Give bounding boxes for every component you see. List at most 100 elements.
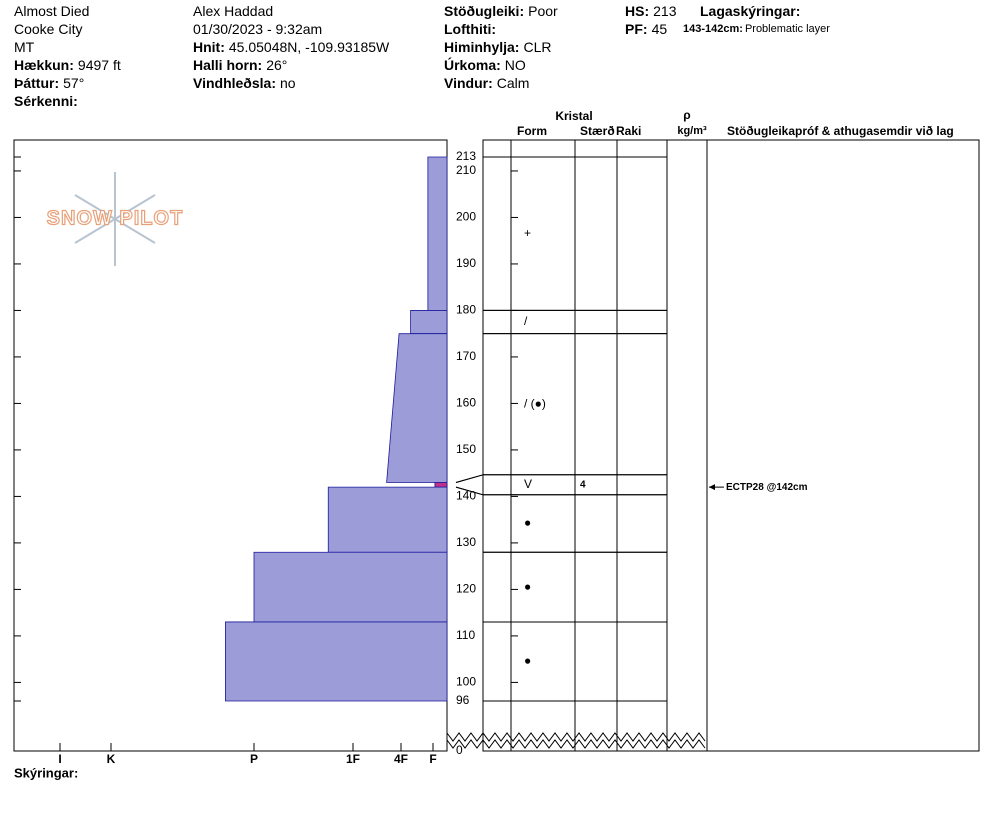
test-label: ECTP28 @142cm [726,482,808,493]
header-field: Úrkoma: NO [444,57,526,73]
x-tick-label: I [58,752,61,766]
connector [455,474,484,483]
col-header: Stöðugleikapróf & athugasemdir við lag [727,124,954,138]
y-tick-label: 200 [456,210,476,224]
header-field: PF: 45 [625,21,667,37]
grain-form: ● [524,579,531,593]
axis-break [446,739,706,749]
field-label: HS: [625,3,650,19]
field-value: NO [504,57,526,73]
header-field: Stöðugleiki: Poor [444,3,558,19]
y-tick-label: 130 [456,535,476,549]
field-value: Cooke City [14,21,83,37]
grain-form: ● [524,654,531,668]
header-field: Almost Died [14,3,89,19]
footer: Skýringar: [14,765,78,780]
field-label: PF: [625,21,648,37]
col-header: Form [517,124,547,138]
grain-size: 4 [580,479,586,490]
field-value: MT [14,39,35,55]
y-tick-label: 160 [456,396,476,410]
y-tick-label: 213 [456,149,476,163]
header-field: Alex Haddad [193,3,273,19]
grain-form: V [524,477,532,491]
logo-flake [74,172,156,266]
col-header: kg/m³ [677,125,707,137]
field-label: Lofthiti: [444,21,497,37]
y-tick-label: 150 [456,442,476,456]
header-field: MT [14,39,34,55]
hardness-bar [427,156,448,311]
y-tick-label: 96 [456,693,470,707]
field-value: Alex Haddad [193,3,274,19]
grain-form: ● [524,516,531,530]
logo: SNOW PILOT [47,207,184,229]
field-value: 213 [653,3,677,19]
x-tick-label: F [429,752,436,766]
x-tick-label: 4F [394,752,408,766]
connector [455,486,484,496]
field-label: Stöðugleiki: [444,3,525,19]
y-tick-label: 110 [456,628,475,642]
header-field: Halli horn: 26° [193,57,287,73]
field-value: Calm [496,75,530,91]
hardness-bar [253,551,448,623]
note-value: Problematic layer [744,23,830,35]
field-value: Almost Died [14,3,90,19]
field-value: no [279,75,296,91]
grain-form: / (●) [524,396,546,410]
y-tick-label: 140 [456,489,476,503]
x-tick-label: P [250,752,258,766]
field-label: Hnit: [193,39,225,55]
col-header: ρ [683,108,690,122]
test-arrowhead [709,484,715,491]
header-field: Himinhylja: CLR [444,39,551,55]
legend-note: 143-142cm: Problematic layer [683,23,830,35]
field-value: 45.05048N, -109.93185W [228,39,390,55]
field-value: CLR [523,39,552,55]
x-tick-label: K [107,752,116,766]
hardness-bar [386,333,448,483]
x-tick-label: 1F [346,752,360,766]
legend-title: Lagaskýringar: [700,3,801,19]
hardness-bar [327,486,448,553]
header-field: Vindur: Calm [444,75,529,91]
axis-break [446,732,706,742]
note-label: 143-142cm: [683,23,743,35]
header-field: Vindhleðsla: no [193,75,296,91]
y-tick-label: 190 [456,256,476,270]
field-label: Halli horn: [193,57,263,73]
header-field: Cooke City [14,21,82,37]
hardness-bar [434,482,448,488]
header-field: Hnit: 45.05048N, -109.93185W [193,39,389,55]
field-value: 9497 ft [77,57,121,73]
col-header: Stærð [580,124,615,138]
header-field: 01/30/2023 - 9:32am [193,21,322,37]
y-tick-label: 0 [456,743,463,757]
field-label: Úrkoma: [444,57,501,73]
col-header: Kristal [555,109,592,123]
header-field: Hækkun: 9497 ft [14,57,121,73]
hardness-bar [410,310,448,335]
header-field: HS: 213 [625,3,676,19]
grain-form: + [524,226,531,240]
field-value: 01/30/2023 - 9:32am [193,21,323,37]
header-field: Lofthiti: [444,21,500,37]
header-field: Sérkenni: [14,93,82,109]
hardness-bar [224,621,448,702]
table-frame [482,139,980,752]
y-tick-label: 180 [456,303,476,317]
header-field: Þáttur: 57° [14,75,84,91]
y-tick-label: 120 [456,582,476,596]
field-value: 26° [266,57,288,73]
field-value: 57° [63,75,85,91]
y-tick-label: 210 [456,163,476,177]
field-value: 45 [651,21,668,37]
field-value: Poor [528,3,558,19]
y-tick-label: 170 [456,349,476,363]
y-tick-label: 100 [456,675,476,689]
field-label: Vindhleðsla: [193,75,276,91]
field-label: Sérkenni: [14,93,78,109]
